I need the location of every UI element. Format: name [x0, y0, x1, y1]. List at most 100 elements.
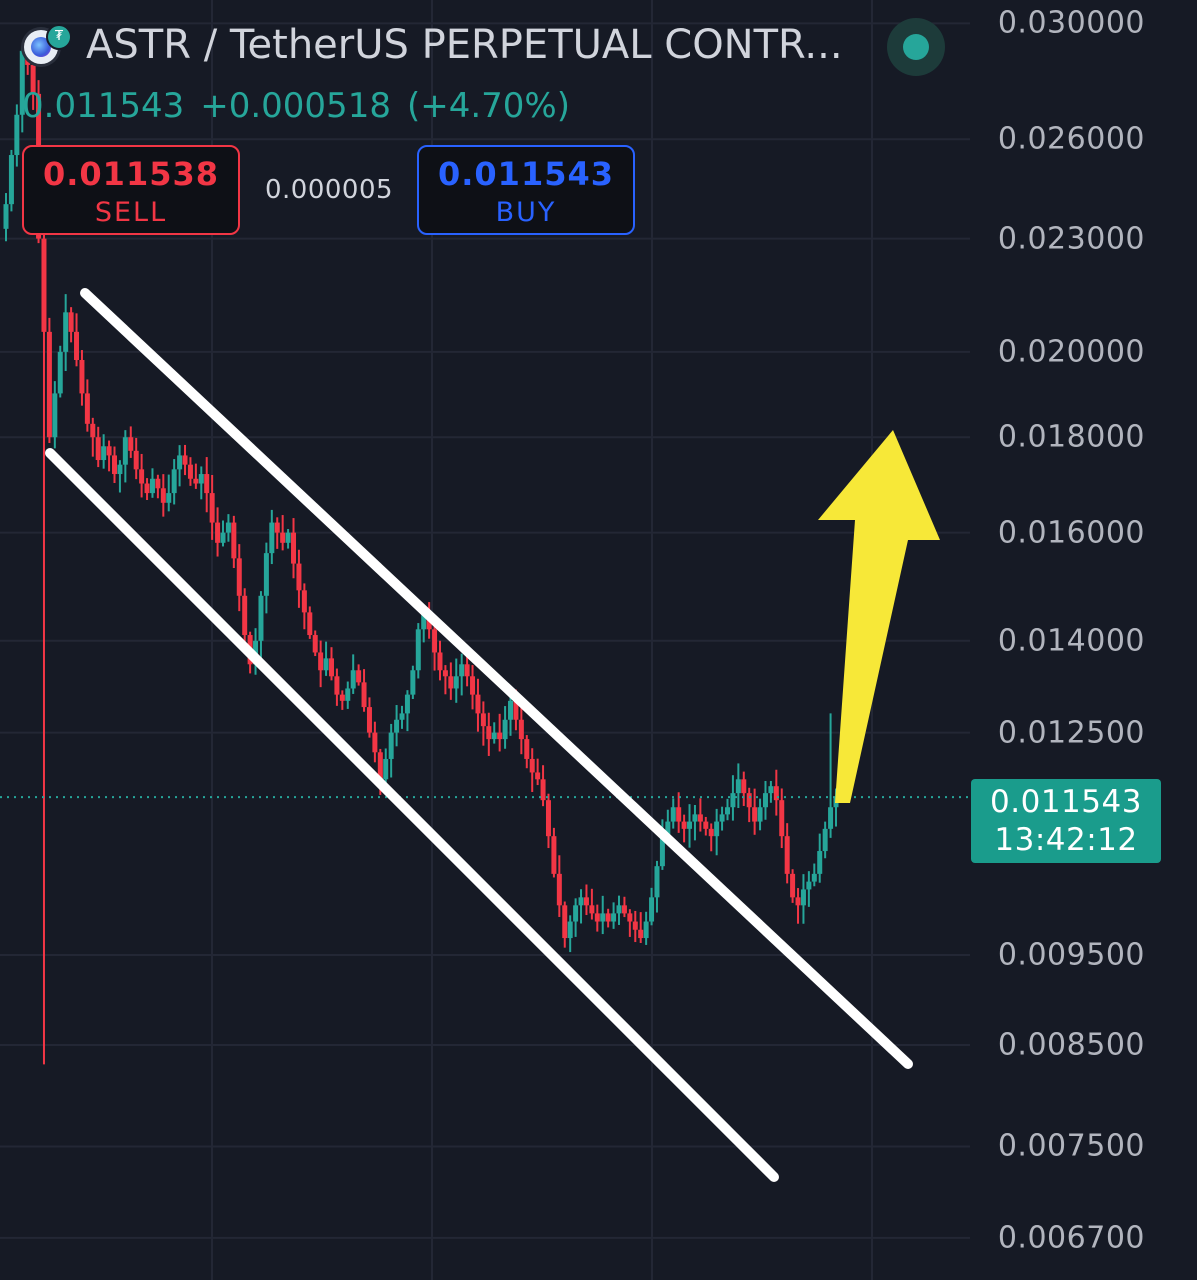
- candle-body: [562, 905, 568, 939]
- candle-body: [30, 64, 36, 94]
- change-pct: (+4.70%): [406, 86, 570, 126]
- y-tick-label: 0.016000: [997, 515, 1145, 551]
- y-tick-label: 0.020000: [997, 334, 1145, 370]
- y-tick-label: 0.014000: [997, 623, 1145, 659]
- candle-body: [258, 595, 264, 641]
- candle-body: [442, 670, 448, 677]
- candle-body: [410, 670, 416, 695]
- y-tick-label: 0.006700: [997, 1220, 1145, 1256]
- candle-body: [101, 446, 107, 461]
- candle-body: [800, 889, 806, 906]
- sell-price: 0.011538: [42, 155, 219, 193]
- candle-body: [171, 469, 177, 494]
- change-abs: +0.000518: [200, 86, 391, 126]
- candle-body: [583, 897, 589, 906]
- candle-body: [486, 726, 492, 740]
- candle-body: [746, 793, 752, 808]
- candle-body: [459, 664, 465, 677]
- candlestick-series: [3, 38, 839, 1065]
- candle-body: [600, 913, 606, 922]
- candle-body: [106, 446, 112, 456]
- candle-body: [725, 807, 731, 815]
- candle-body: [659, 836, 665, 867]
- candle-body: [638, 929, 644, 939]
- candle-body: [383, 758, 389, 780]
- candle-body: [149, 478, 155, 494]
- symbol-title[interactable]: ASTR / TetherUS PERPETUAL CONTR...: [86, 22, 843, 68]
- candle-body: [57, 351, 63, 394]
- candle-body: [388, 732, 394, 759]
- channel-upper-line: [80, 288, 913, 1069]
- candle-body: [627, 913, 633, 922]
- candle-body: [676, 807, 682, 822]
- sell-button[interactable]: 0.011538 SELL: [22, 145, 240, 235]
- candle-body: [806, 881, 812, 890]
- candle-body: [470, 676, 476, 695]
- candle-body: [220, 532, 226, 543]
- candle-body: [551, 836, 557, 874]
- buy-price: 0.011543: [437, 155, 614, 193]
- y-tick-label: 0.012500: [997, 715, 1145, 751]
- candle-body: [361, 682, 367, 708]
- buy-label: BUY: [495, 197, 557, 228]
- last-price: 0.011543: [22, 86, 185, 126]
- candle-body: [242, 595, 248, 636]
- candle-body: [84, 393, 90, 424]
- candle-body: [822, 828, 828, 852]
- candle-body: [3, 204, 9, 229]
- candle-body: [269, 522, 275, 554]
- candle-body: [714, 821, 720, 837]
- chart-grid: [0, 0, 970, 1280]
- candle-body: [589, 905, 595, 914]
- candle-body: [182, 455, 188, 465]
- candle-body: [122, 437, 128, 465]
- candle-body: [198, 474, 204, 484]
- candle-body: [307, 612, 313, 636]
- candle-body: [144, 483, 150, 494]
- candle-body: [502, 719, 508, 740]
- candle-body: [578, 897, 584, 906]
- candle-body: [215, 522, 221, 543]
- candle-body: [670, 807, 676, 822]
- candle-body: [415, 629, 421, 671]
- candle-body: [719, 814, 725, 822]
- candle-body: [79, 359, 85, 394]
- candle-body: [752, 807, 758, 822]
- y-tick-label: 0.008500: [997, 1027, 1145, 1063]
- buy-button[interactable]: 0.011543 BUY: [417, 145, 635, 235]
- candle-body: [225, 522, 231, 533]
- candle-body: [366, 707, 372, 733]
- candle-body: [790, 873, 796, 898]
- candle-body: [773, 786, 779, 801]
- y-tick-label: 0.023000: [997, 221, 1145, 257]
- current-price: 0.011543: [990, 784, 1142, 820]
- sell-label: SELL: [94, 197, 168, 228]
- candle-body: [556, 873, 562, 906]
- candle-body: [117, 464, 123, 475]
- candle-body: [697, 814, 703, 822]
- candle-body: [643, 921, 649, 939]
- candle-body: [529, 758, 535, 773]
- candle-body: [74, 331, 80, 360]
- candle-body: [497, 732, 503, 740]
- candle-body: [621, 905, 627, 914]
- market-status-indicator[interactable]: [887, 18, 945, 76]
- candle-body: [187, 464, 193, 479]
- candle-body: [231, 522, 237, 559]
- candle-body: [567, 921, 573, 939]
- candle-body: [133, 450, 139, 470]
- candle-body: [377, 752, 383, 780]
- candle-body: [757, 807, 763, 822]
- candle-body: [779, 800, 785, 837]
- candle-body: [762, 793, 768, 808]
- candle-body: [63, 312, 69, 352]
- candle-body: [296, 563, 302, 591]
- candle-body: [301, 590, 307, 613]
- candle-body: [14, 114, 20, 156]
- candle-body: [334, 676, 340, 695]
- candle-body: [285, 532, 291, 543]
- candle-body: [545, 800, 551, 837]
- candle-body: [535, 772, 541, 780]
- y-tick-label: 0.009500: [997, 937, 1145, 973]
